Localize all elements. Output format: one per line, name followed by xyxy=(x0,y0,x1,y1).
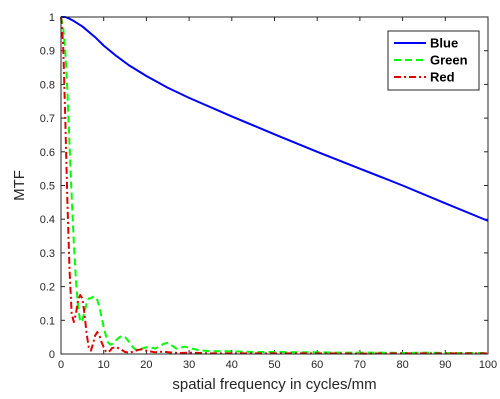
legend-label-red: Red xyxy=(430,70,455,85)
y-tick-label: 0.7 xyxy=(40,113,55,125)
y-tick-label: 0.6 xyxy=(40,147,55,159)
x-tick-label: 80 xyxy=(396,359,408,371)
x-axis-label: spatial frequency in cycles/mm xyxy=(172,376,376,393)
legend-label-blue: Blue xyxy=(430,36,458,51)
legend-box xyxy=(387,30,480,91)
x-tick-label: 70 xyxy=(354,359,366,371)
legend-label-green: Green xyxy=(430,53,468,68)
data-series xyxy=(60,16,489,355)
x-tick-label: 40 xyxy=(226,359,238,371)
x-tick-label: 20 xyxy=(140,359,152,371)
y-tick-label: 0.1 xyxy=(40,315,55,327)
y-tick-label: 0.2 xyxy=(40,282,55,294)
axis-ticks: 0 10 20 30 40 50 60 70 80 90 100 0 0.1 0.2 0.3 0.4 0.5 0.… xyxy=(40,12,497,371)
y-tick-label: 0.3 xyxy=(40,248,55,260)
y-tick-label: 0.5 xyxy=(40,181,55,193)
x-tick-label: 0 xyxy=(58,359,64,371)
y-tick-label: 0.8 xyxy=(40,79,55,91)
series-line-red xyxy=(60,16,488,355)
series-line-green xyxy=(60,16,488,354)
legend: Blue Green Red xyxy=(387,30,480,91)
y-tick-label: 0 xyxy=(49,349,55,361)
y-tick-label: 0.9 xyxy=(40,46,55,58)
x-tick-label: 90 xyxy=(439,359,451,371)
plot-border xyxy=(60,16,489,355)
x-tick-label: 100 xyxy=(479,359,497,371)
x-tick-label: 60 xyxy=(311,359,323,371)
y-tick-label: 0.4 xyxy=(40,214,55,226)
series-line-blue xyxy=(61,16,489,222)
y-tick-label: 1 xyxy=(49,12,55,24)
x-tick-label: 10 xyxy=(98,359,110,371)
y-axis-label: MTF xyxy=(11,170,28,201)
x-tick-label: 50 xyxy=(268,359,280,371)
x-tick-label: 30 xyxy=(183,359,195,371)
